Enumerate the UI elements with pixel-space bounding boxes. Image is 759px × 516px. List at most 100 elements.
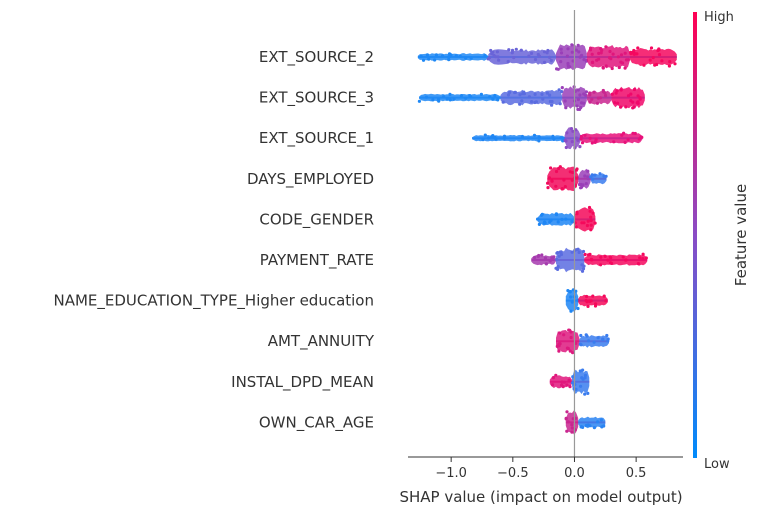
shap-point <box>551 376 556 380</box>
shap-point <box>533 255 537 260</box>
shap-point <box>660 59 664 63</box>
feature-row <box>417 85 645 111</box>
shap-point <box>419 54 423 58</box>
shap-point <box>567 65 571 69</box>
shap-point <box>577 182 582 187</box>
shap-point <box>566 289 570 293</box>
shap-point <box>638 256 642 260</box>
shap-point <box>550 103 554 107</box>
shap-point <box>494 55 498 59</box>
feature-row <box>417 43 677 71</box>
shap-point <box>488 95 492 99</box>
shap-point <box>559 47 563 51</box>
shap-point <box>497 58 501 62</box>
shap-point <box>592 340 596 344</box>
shap-point <box>631 100 635 104</box>
feature-label: CODE_GENDER <box>259 210 374 229</box>
shap-point <box>459 94 463 98</box>
shap-point <box>591 211 595 215</box>
shap-point <box>586 391 590 395</box>
density-band <box>537 212 575 226</box>
shap-point <box>626 94 631 98</box>
shap-point <box>608 56 612 60</box>
shap-point <box>565 410 569 414</box>
shap-point <box>562 380 566 384</box>
shap-point <box>570 423 574 427</box>
shap-point <box>598 96 603 100</box>
feature-label: EXT_SOURCE_2 <box>259 48 374 67</box>
feature-label: PAYMENT_RATE <box>260 251 374 270</box>
colorbar-gradient <box>693 12 697 458</box>
shap-point <box>570 178 574 182</box>
feature-label: NAME_EDUCATION_TYPE_Higher education <box>53 292 374 311</box>
shap-point <box>624 105 628 109</box>
shap-point <box>620 133 624 137</box>
x-tick-label: −1.0 <box>435 466 467 481</box>
colorbar-low-label: Low <box>704 457 730 472</box>
shap-point <box>564 145 568 150</box>
shap-point <box>590 52 594 56</box>
shap-point <box>518 102 522 106</box>
shap-point <box>549 166 553 170</box>
shap-point <box>636 46 640 50</box>
shap-point <box>565 383 569 387</box>
shap-point <box>633 131 637 136</box>
shap-point <box>567 378 571 382</box>
shap-point <box>549 218 553 222</box>
shap-point <box>520 99 524 103</box>
shap-point <box>582 92 586 96</box>
shap-point <box>576 306 580 311</box>
shap-point <box>589 223 593 227</box>
shap-point <box>571 375 575 379</box>
shap-point <box>506 59 510 64</box>
shap-point <box>640 135 644 139</box>
shap-point <box>629 92 633 96</box>
shap-point <box>481 138 485 142</box>
shap-point <box>579 186 583 190</box>
shap-point <box>653 63 657 67</box>
shap-point <box>626 138 630 142</box>
shap-point <box>506 93 511 97</box>
shap-point <box>623 66 627 70</box>
shap-point <box>593 173 597 177</box>
shap-point <box>602 294 606 298</box>
shap-point <box>589 46 593 50</box>
shap-point <box>536 254 540 258</box>
shap-point <box>551 134 555 138</box>
shap-point <box>560 86 564 90</box>
shap-point <box>447 52 452 56</box>
shap-point <box>537 222 542 226</box>
shap-point <box>604 64 608 68</box>
shap-point <box>564 417 568 421</box>
shap-point <box>579 384 583 388</box>
shap-point <box>585 294 589 299</box>
shap-point <box>582 101 586 105</box>
shap-point <box>636 94 640 98</box>
x-tick-label: 0.0 <box>564 466 585 481</box>
shap-point <box>559 51 564 55</box>
shap-point <box>533 92 537 96</box>
shap-point <box>657 53 662 57</box>
shap-point <box>578 145 582 149</box>
shap-point <box>454 54 458 58</box>
shap-point <box>521 92 525 96</box>
shap-point <box>565 346 570 350</box>
shap-point <box>586 304 590 308</box>
shap-point <box>558 102 562 106</box>
shap-point <box>599 47 603 51</box>
shap-point <box>642 63 646 67</box>
shap-point <box>550 383 555 387</box>
shap-point <box>606 339 610 343</box>
colorbar: High Low Feature value <box>693 10 750 472</box>
shap-point <box>601 337 605 341</box>
shap-point <box>527 95 532 99</box>
shap-point <box>604 45 608 49</box>
shap-point <box>569 309 573 313</box>
shap-point <box>583 174 587 178</box>
shap-point <box>546 181 550 185</box>
shap-point <box>586 177 591 181</box>
shap-point <box>543 256 548 260</box>
shap-point <box>448 92 452 96</box>
shap-point <box>491 134 495 138</box>
shap-point <box>577 250 581 254</box>
